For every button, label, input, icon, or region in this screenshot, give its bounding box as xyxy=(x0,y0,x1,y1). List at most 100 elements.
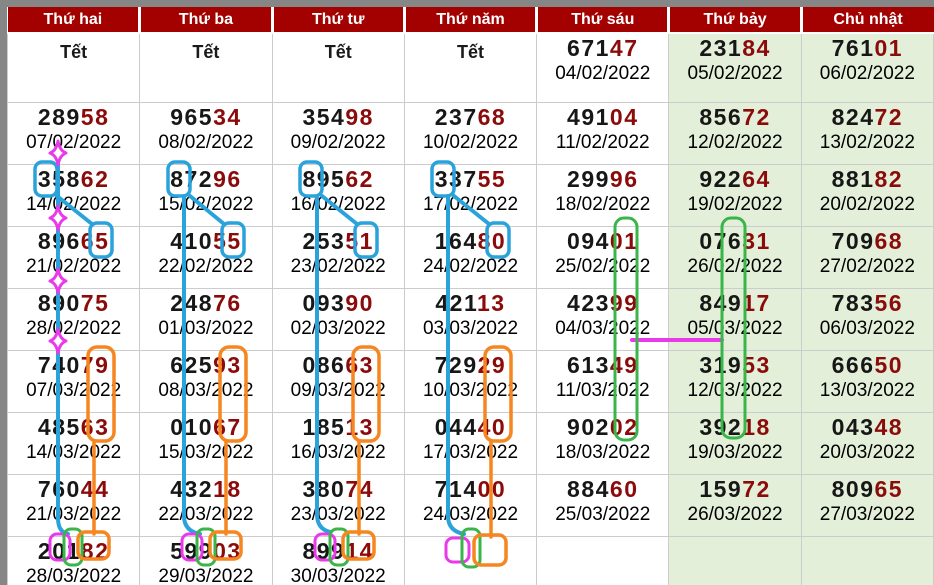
result-date: 24/03/2022 xyxy=(422,504,519,525)
day-cell: Tết xyxy=(6,32,141,103)
column-header-sunday: Chủ nhật xyxy=(801,7,934,34)
result-date: 27/03/2022 xyxy=(819,504,915,525)
column-header-saturday: Thứ bảy xyxy=(668,7,803,34)
day-cell: 90202 18/03/2022 xyxy=(536,412,670,475)
result-number: 80965 xyxy=(831,476,904,502)
result-number: 89075 xyxy=(37,290,110,316)
result-number: 23184 xyxy=(699,35,771,61)
day-cell: 04440 17/03/2022 xyxy=(403,412,538,475)
result-number: 42113 xyxy=(435,290,506,316)
result-date: 25/02/2022 xyxy=(555,256,651,277)
result-number: 90202 xyxy=(567,414,639,440)
result-date: 18/02/2022 xyxy=(555,194,651,215)
column-header-tuesday: Thứ ba xyxy=(139,7,274,34)
result-number: 33755 xyxy=(434,166,507,192)
day-cell xyxy=(403,536,538,585)
result-number: 23768 xyxy=(434,104,507,130)
result-number: 15972 xyxy=(699,476,771,502)
day-cell: 01067 15/03/2022 xyxy=(139,412,273,475)
result-date: 12/03/2022 xyxy=(687,380,783,401)
result-date: 23/02/2022 xyxy=(290,256,386,277)
result-date: 15/02/2022 xyxy=(158,194,254,215)
result-number: 85672 xyxy=(699,104,771,130)
day-cell: 42399 04/03/2022 xyxy=(536,288,670,351)
day-cell: 89075 28/02/2022 xyxy=(6,288,141,351)
day-cell: 85672 12/02/2022 xyxy=(668,102,802,165)
result-date: 08/03/2022 xyxy=(158,380,254,401)
result-date: 20/03/2022 xyxy=(819,442,915,463)
result-date: 22/03/2022 xyxy=(158,504,254,525)
lottery-results-table: Thứ hai Thứ ba Thứ tư Thứ năm Thứ sáu Th… xyxy=(6,7,934,585)
day-cell: 29996 18/02/2022 xyxy=(536,164,670,227)
result-date: 06/02/2022 xyxy=(819,63,915,84)
result-number: 49104 xyxy=(567,104,639,130)
result-number: 42399 xyxy=(567,290,639,316)
result-date: 19/02/2022 xyxy=(687,194,783,215)
day-cell: 76044 21/03/2022 xyxy=(6,474,141,537)
result-number: 39218 xyxy=(699,414,771,440)
result-number: 09390 xyxy=(302,290,374,316)
day-cell: 72929 10/03/2022 xyxy=(403,350,538,413)
result-number: 43218 xyxy=(170,476,242,502)
column-header-wednesday: Thứ tư xyxy=(272,7,406,34)
week-row: 35862 14/02/2022 87296 15/02/2022 89562 16/02… xyxy=(6,164,934,227)
day-cell: 96534 08/02/2022 xyxy=(139,102,273,165)
result-number: 62593 xyxy=(170,352,242,378)
result-date: 13/03/2022 xyxy=(819,380,915,401)
result-date: 04/02/2022 xyxy=(555,63,651,84)
day-cell: 76101 06/02/2022 xyxy=(800,32,934,103)
result-date: 21/03/2022 xyxy=(26,504,122,525)
result-date: 13/02/2022 xyxy=(819,132,915,153)
day-cell: 18513 16/03/2022 xyxy=(271,412,405,475)
result-date: 26/03/2022 xyxy=(687,504,783,525)
result-date: 10/02/2022 xyxy=(422,132,519,153)
day-cell: Tết xyxy=(139,32,273,103)
result-number: 61349 xyxy=(567,352,639,378)
day-cell: 23184 05/02/2022 xyxy=(668,32,802,103)
week-row: 74079 07/03/2022 62593 08/03/2022 08663 09/03… xyxy=(6,350,934,413)
day-cell: 71400 24/03/2022 xyxy=(403,474,538,537)
day-cell: 28958 07/02/2022 xyxy=(6,102,141,165)
result-number: 74079 xyxy=(37,352,110,378)
result-date: 06/03/2022 xyxy=(819,318,915,339)
result-date: 16/03/2022 xyxy=(290,442,386,463)
result-date: 24/02/2022 xyxy=(422,256,519,277)
result-number: 41055 xyxy=(170,228,242,254)
result-date: 04/03/2022 xyxy=(555,318,651,339)
day-cell: 66650 13/03/2022 xyxy=(800,350,934,413)
result-date: 15/03/2022 xyxy=(158,442,254,463)
result-date: 16/02/2022 xyxy=(290,194,386,215)
result-date: 11/03/2022 xyxy=(555,380,650,401)
week-row: 28958 07/02/2022 96534 08/02/2022 35498 09/02… xyxy=(6,102,934,165)
day-cell: 31953 12/03/2022 xyxy=(668,350,802,413)
result-date: 08/02/2022 xyxy=(158,132,254,153)
result-date: 03/03/2022 xyxy=(422,318,519,339)
results-body: Tết Tết Tết Tết 67147 04/02/2022 23184 05/02/20… xyxy=(6,32,934,585)
result-date: 23/03/2022 xyxy=(290,504,386,525)
result-number: 88460 xyxy=(567,476,639,502)
result-number: 16480 xyxy=(434,228,507,254)
day-cell: 16480 24/02/2022 xyxy=(403,226,538,289)
holiday-label: Tết xyxy=(324,42,352,62)
day-cell: 38074 23/03/2022 xyxy=(271,474,405,537)
day-cell: 70968 27/02/2022 xyxy=(800,226,934,289)
day-cell: 62593 08/03/2022 xyxy=(139,350,273,413)
result-date: 01/03/2022 xyxy=(158,318,254,339)
result-date: 18/03/2022 xyxy=(555,442,651,463)
result-number: 35862 xyxy=(37,166,110,192)
day-cell: 92264 19/02/2022 xyxy=(668,164,802,227)
result-number: 72929 xyxy=(434,352,507,378)
result-date: 14/02/2022 xyxy=(26,194,122,215)
result-number: 70968 xyxy=(831,228,904,254)
result-date: 07/02/2022 xyxy=(26,132,122,153)
result-number: 24876 xyxy=(170,290,242,316)
day-cell: 89665 21/02/2022 xyxy=(6,226,141,289)
result-number: 82472 xyxy=(831,104,904,130)
result-date: 22/02/2022 xyxy=(158,256,254,277)
result-date: 05/03/2022 xyxy=(687,318,783,339)
day-cell: 09390 02/03/2022 xyxy=(271,288,405,351)
day-cell: 82472 13/02/2022 xyxy=(800,102,934,165)
result-number: 07631 xyxy=(699,228,771,254)
day-cell: 07631 26/02/2022 xyxy=(668,226,802,289)
